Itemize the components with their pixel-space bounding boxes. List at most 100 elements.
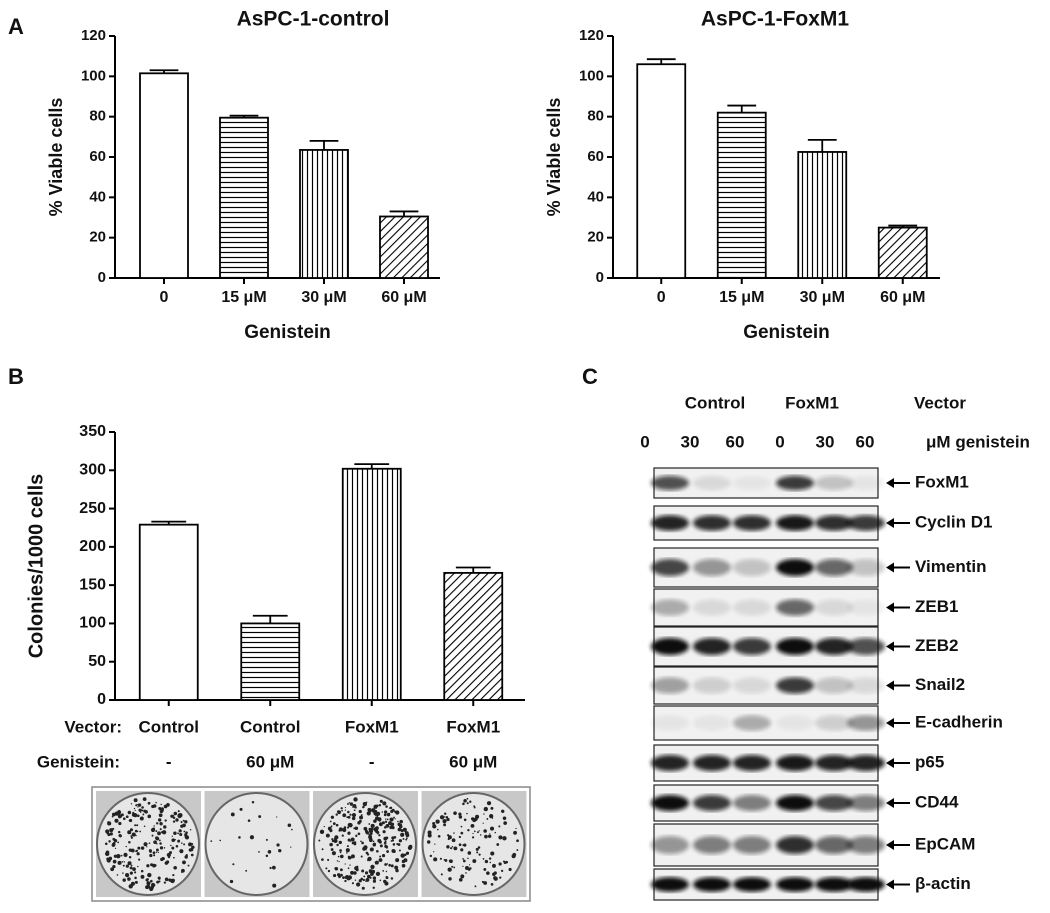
colony [172,814,175,817]
colony [118,816,121,819]
colony [134,829,138,833]
band [776,715,814,731]
band [651,836,689,854]
colony [427,830,432,835]
colony [175,844,179,848]
colony [182,860,186,865]
colony [157,876,161,880]
colony [339,868,343,872]
colony [153,854,156,857]
colony [351,882,354,885]
colony [489,833,491,835]
y-axis-label: Colonies/1000 cells [25,474,47,659]
colony [402,838,405,840]
dose-label: 60 [726,432,745,451]
colony [375,814,377,817]
band [776,475,814,491]
colony [498,862,502,866]
colony [122,872,124,874]
colony [265,854,269,858]
colony [484,834,488,839]
colony [189,829,192,831]
colony [400,823,403,826]
colony [446,817,450,822]
band [651,877,689,892]
colony [108,840,111,843]
blot-strip [651,588,885,627]
colony [471,817,475,821]
colony [351,812,357,818]
colony [372,886,375,889]
colony [445,815,449,819]
colony [453,832,455,834]
colony [475,847,479,851]
dose-label: 0 [640,432,649,451]
colony [267,850,272,854]
colony [319,829,325,834]
colony [338,829,341,832]
colony [386,863,389,865]
band [693,515,731,531]
colony [384,826,387,829]
colony [439,815,445,820]
band [733,559,771,576]
colony [127,830,132,835]
colony [398,849,401,852]
colony [378,858,383,862]
colony [112,859,117,864]
band [815,836,853,854]
colony [287,823,292,828]
band [693,877,731,892]
colony [183,843,186,846]
colony [249,835,255,840]
colony [184,820,188,824]
colony [130,864,133,867]
colony [353,797,358,802]
band [733,638,771,655]
colony [179,849,184,854]
colony [183,830,186,833]
colony [338,840,342,845]
colony [127,877,131,881]
blot-strip [651,547,885,588]
colony [463,798,467,803]
colony [160,807,164,811]
colony [114,811,119,816]
colony [329,829,333,833]
colony [165,860,170,864]
colony [112,827,115,830]
colony [321,858,324,861]
colony [136,803,138,806]
y-axis-label: % Viable cells [544,98,564,217]
blot-strip [651,823,885,867]
colony [245,869,248,872]
colony [478,830,480,832]
colony [182,823,186,828]
colony [335,823,339,827]
colony [460,848,464,852]
colony [149,853,153,858]
colony [156,822,159,825]
colony [478,853,481,856]
arrow-head [886,840,894,850]
colony [354,879,357,881]
colony [493,876,498,881]
colony [351,841,355,845]
colony [112,837,116,841]
colony [173,856,175,859]
colony [170,844,172,847]
colony [435,819,440,824]
band [651,638,689,655]
colony [107,834,110,837]
colony [346,816,349,819]
colony [350,854,355,859]
bar [139,72,189,279]
colony [460,874,465,879]
colony [127,810,132,815]
colony [349,802,354,806]
colony [148,849,152,853]
protein-label: Vimentin [915,557,986,576]
band [847,475,885,491]
colony [446,845,450,849]
colony [462,858,464,860]
